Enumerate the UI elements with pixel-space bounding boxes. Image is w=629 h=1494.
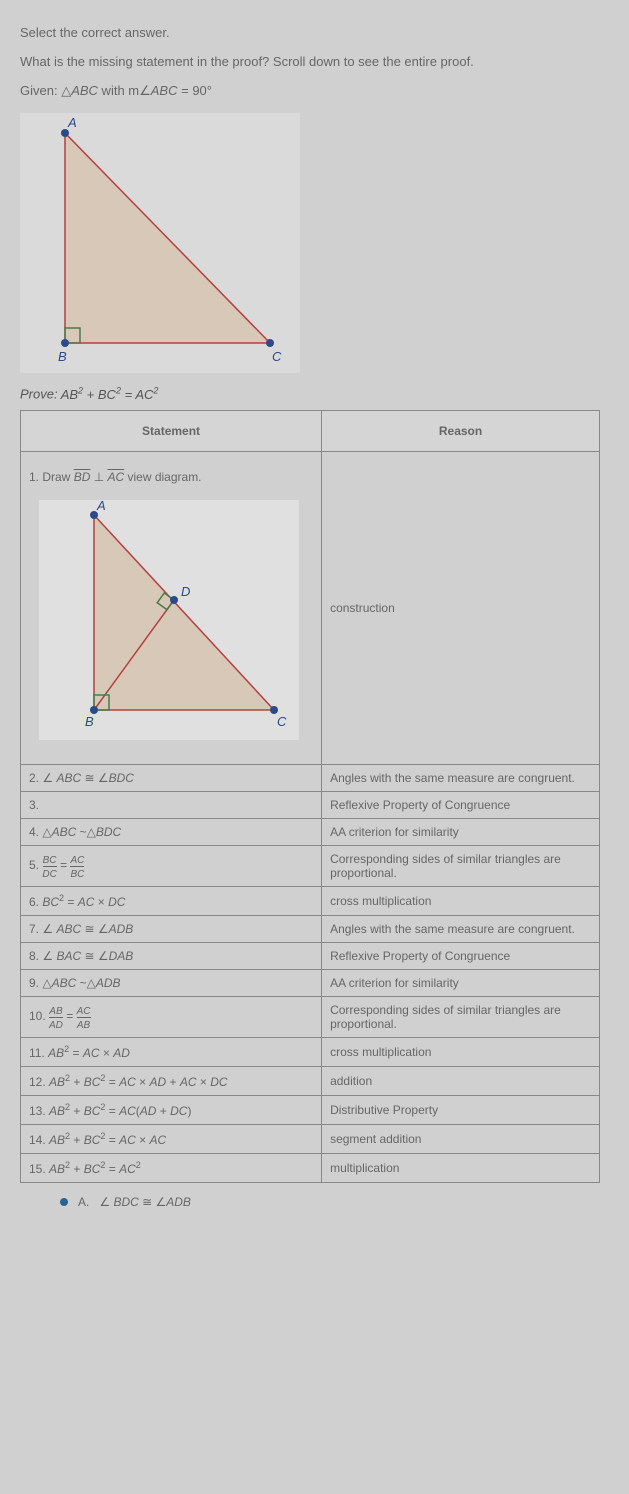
cell-reason-5: Corresponding sides of similar triangles… bbox=[322, 845, 600, 886]
header-statement: Statement bbox=[21, 410, 322, 451]
cell-reason-9: AA criterion for similarity bbox=[322, 969, 600, 996]
cell-reason-13: Distributive Property bbox=[322, 1095, 600, 1124]
radio-selected-icon bbox=[60, 1198, 68, 1206]
cell-statement-11: 11. AB2 = AC × AD bbox=[21, 1037, 322, 1066]
table-row: 14. AB2 + BC2 = AC × AC segment addition bbox=[21, 1124, 600, 1153]
table-row: 8. ∠ BAC ≅ ∠DAB Reflexive Property of Co… bbox=[21, 942, 600, 969]
option-label: A. bbox=[78, 1195, 89, 1209]
prove-expr: AB2 + BC2 = AC2 bbox=[61, 387, 159, 402]
cell-statement-8: 8. ∠ BAC ≅ ∠DAB bbox=[21, 942, 322, 969]
table-row: 11. AB2 = AC × AD cross multiplication bbox=[21, 1037, 600, 1066]
table-row: 10. ABAD = ACAB Corresponding sides of s… bbox=[21, 996, 600, 1037]
given-text: △ABC with m∠ABC = 90° bbox=[61, 83, 212, 98]
cell-reason-4: AA criterion for similarity bbox=[322, 818, 600, 845]
given-label: Given: bbox=[20, 83, 58, 98]
cell-statement-7: 7. ∠ ABC ≅ ∠ADB bbox=[21, 915, 322, 942]
given-line: Given: △ABC with m∠ABC = 90° bbox=[20, 81, 609, 102]
svg-text:C: C bbox=[272, 349, 282, 364]
cell-statement-2: 2. ∠ ABC ≅ ∠BDC bbox=[21, 764, 322, 791]
cell-statement-15: 15. AB2 + BC2 = AC2 bbox=[21, 1153, 322, 1182]
prove-label: Prove: bbox=[20, 387, 61, 402]
option-text: ∠ BDC ≅ ∠ADB bbox=[99, 1195, 191, 1209]
table-row: 6. BC2 = AC × DC cross multiplication bbox=[21, 886, 600, 915]
cell-statement-14: 14. AB2 + BC2 = AC × AC bbox=[21, 1124, 322, 1153]
table-row: 15. AB2 + BC2 = AC2 multiplication bbox=[21, 1153, 600, 1182]
table-row: 13. AB2 + BC2 = AC(AD + DC) Distributive… bbox=[21, 1095, 600, 1124]
cell-reason-7: Angles with the same measure are congrue… bbox=[322, 915, 600, 942]
svg-text:A: A bbox=[96, 500, 106, 513]
table-row: 7. ∠ ABC ≅ ∠ADB Angles with the same mea… bbox=[21, 915, 600, 942]
table-row: 4. △ABC ~△BDC AA criterion for similarit… bbox=[21, 818, 600, 845]
svg-text:B: B bbox=[85, 714, 94, 729]
table-row: 3. Reflexive Property of Congruence bbox=[21, 791, 600, 818]
cell-reason-3: Reflexive Property of Congruence bbox=[322, 791, 600, 818]
cell-reason-6: cross multiplication bbox=[322, 886, 600, 915]
svg-text:B: B bbox=[58, 349, 67, 364]
cell-reason-2: Angles with the same measure are congrue… bbox=[322, 764, 600, 791]
prove-line: Prove: AB2 + BC2 = AC2 bbox=[20, 385, 609, 401]
header-row: Statement Reason bbox=[21, 410, 600, 451]
cell-statement-6: 6. BC2 = AC × DC bbox=[21, 886, 322, 915]
cell-reason-15: multiplication bbox=[322, 1153, 600, 1182]
answer-option-a[interactable]: A. ∠ BDC ≅ ∠ADB bbox=[20, 1183, 609, 1221]
svg-text:D: D bbox=[181, 584, 190, 599]
triangle-svg-2: A B C D bbox=[39, 500, 299, 740]
table-row: 9. △ABC ~△ADB AA criterion for similarit… bbox=[21, 969, 600, 996]
cell-reason-1: construction bbox=[322, 451, 600, 764]
figure-1: A B C bbox=[20, 113, 300, 373]
proof-table: Statement Reason 1. Draw BD ⊥ AC view di… bbox=[20, 410, 600, 1183]
cell-reason-10: Corresponding sides of similar triangles… bbox=[322, 996, 600, 1037]
table-row: 5. BCDC = ACBC Corresponding sides of si… bbox=[21, 845, 600, 886]
cell-reason-12: addition bbox=[322, 1066, 600, 1095]
cell-reason-8: Reflexive Property of Congruence bbox=[322, 942, 600, 969]
svg-text:C: C bbox=[277, 714, 287, 729]
figure-2: A B C D bbox=[39, 500, 299, 740]
cell-statement-10: 10. ABAD = ACAB bbox=[21, 996, 322, 1037]
question-text: What is the missing statement in the pro… bbox=[20, 52, 609, 73]
svg-text:A: A bbox=[67, 115, 77, 130]
header-reason: Reason bbox=[322, 410, 600, 451]
cell-statement-5: 5. BCDC = ACBC bbox=[21, 845, 322, 886]
intro-block: Select the correct answer. What is the m… bbox=[20, 23, 609, 101]
triangle-svg-1: A B C bbox=[20, 113, 300, 373]
cell-statement-9: 9. △ABC ~△ADB bbox=[21, 969, 322, 996]
instruction-text: Select the correct answer. bbox=[20, 23, 609, 44]
cell-statement-13: 13. AB2 + BC2 = AC(AD + DC) bbox=[21, 1095, 322, 1124]
table-row: 2. ∠ ABC ≅ ∠BDC Angles with the same mea… bbox=[21, 764, 600, 791]
cell-statement-4: 4. △ABC ~△BDC bbox=[21, 818, 322, 845]
cell-statement-12: 12. AB2 + BC2 = AC × AD + AC × DC bbox=[21, 1066, 322, 1095]
cell-statement-1: 1. Draw BD ⊥ AC view diagram. A bbox=[21, 451, 322, 764]
cell-reason-14: segment addition bbox=[322, 1124, 600, 1153]
table-row: 1. Draw BD ⊥ AC view diagram. A bbox=[21, 451, 600, 764]
page-content: Select the correct answer. What is the m… bbox=[0, 0, 629, 1236]
cell-reason-11: cross multiplication bbox=[322, 1037, 600, 1066]
table-row: 12. AB2 + BC2 = AC × AD + AC × DC additi… bbox=[21, 1066, 600, 1095]
cell-statement-3: 3. bbox=[21, 791, 322, 818]
